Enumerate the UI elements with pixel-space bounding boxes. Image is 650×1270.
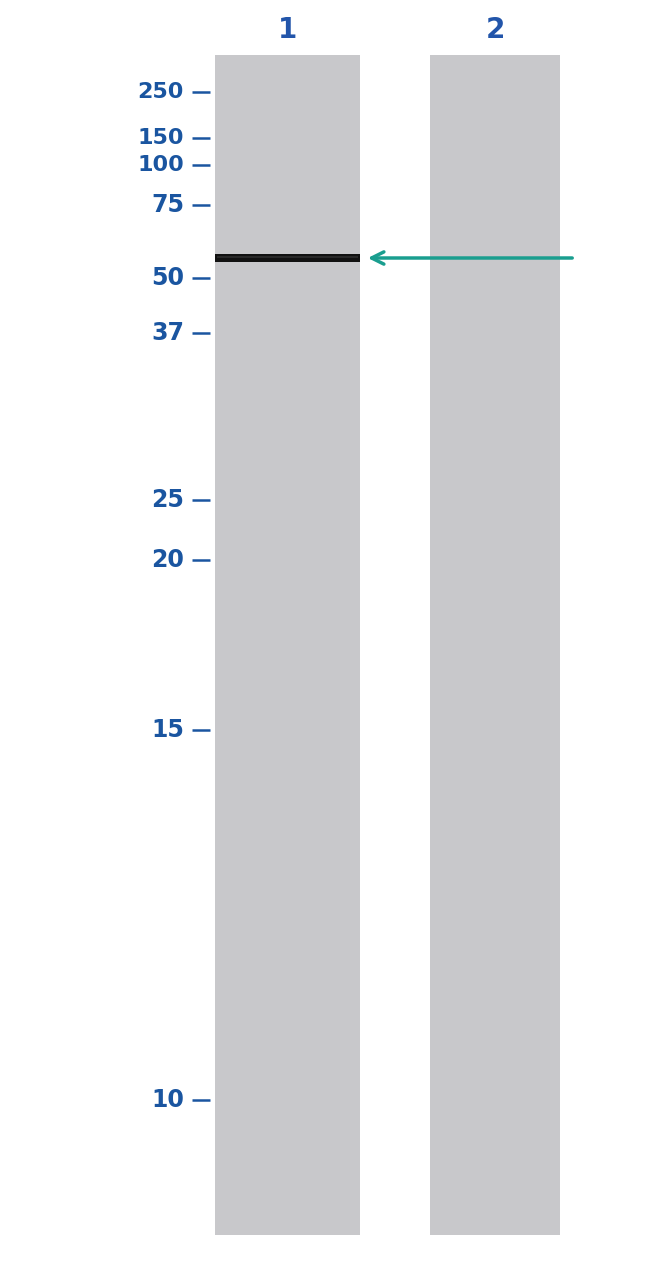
Text: 25: 25 (151, 488, 184, 512)
Text: 20: 20 (151, 547, 184, 572)
Text: 1: 1 (278, 17, 297, 44)
Bar (215, 254, 360, 262)
Text: 50: 50 (151, 265, 184, 290)
Text: 100: 100 (137, 155, 184, 175)
Text: 75: 75 (151, 193, 184, 217)
Text: 37: 37 (151, 321, 184, 345)
Text: 250: 250 (138, 83, 184, 102)
Text: 2: 2 (486, 17, 504, 44)
Text: 15: 15 (151, 718, 184, 742)
Bar (217, 257, 358, 258)
Text: 150: 150 (138, 128, 184, 149)
Text: 10: 10 (151, 1088, 184, 1113)
Bar (430, 55, 560, 1234)
Bar (215, 55, 360, 1234)
